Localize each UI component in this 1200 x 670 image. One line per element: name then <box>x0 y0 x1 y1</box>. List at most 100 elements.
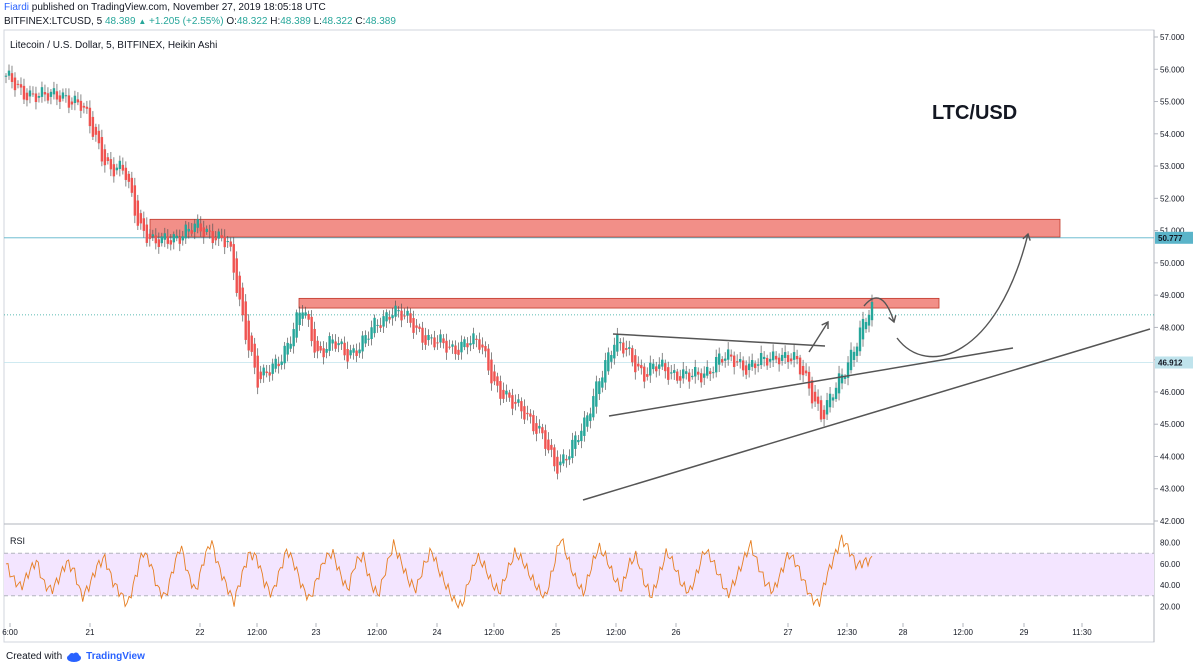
candle-up <box>661 359 664 367</box>
candle-down <box>139 213 143 224</box>
candle-down <box>523 406 526 420</box>
candle-down <box>322 348 325 358</box>
candle-down <box>786 355 790 362</box>
candle-down <box>58 95 62 102</box>
time-tick-label: 25 <box>552 628 561 637</box>
price-tick-label: 43.000 <box>1160 485 1185 494</box>
candle-down <box>819 400 823 420</box>
candle-up <box>193 223 196 232</box>
resistance-zone <box>149 218 1061 238</box>
price-tick-label: 45.000 <box>1160 420 1185 429</box>
candle-down <box>445 340 448 353</box>
candle-down <box>637 363 640 367</box>
author-name[interactable]: Fiardi <box>4 2 30 13</box>
candle-down <box>541 427 544 434</box>
close-label: C: <box>355 16 366 27</box>
candle-up <box>373 317 376 334</box>
candle-up <box>304 312 307 316</box>
candle-down <box>625 348 628 350</box>
candle-down <box>94 126 98 135</box>
price-change: +1.205 (+2.55%) <box>149 16 224 27</box>
time-tick-label: 24 <box>433 628 442 637</box>
candle-up <box>792 352 796 360</box>
candle-up <box>439 334 442 343</box>
rsi-tick-label: 60.00 <box>1160 560 1181 569</box>
candle-up <box>849 349 853 371</box>
candle-down <box>121 164 125 171</box>
chart-title: Litecoin / U.S. Dollar, 5, BITFINEX, Hei… <box>10 40 217 51</box>
price-tick-label: 51.000 <box>1160 227 1185 236</box>
price-tick-label: 44.000 <box>1160 452 1185 461</box>
arrow-head <box>1022 232 1031 241</box>
candle-up <box>196 219 199 228</box>
candle-down <box>124 167 128 180</box>
candle-up <box>280 361 283 365</box>
candle-down <box>220 235 223 239</box>
candle-down <box>145 224 149 243</box>
candle-down <box>529 413 532 417</box>
time-tick-label: 12:00 <box>247 628 268 637</box>
candle-up <box>349 350 352 356</box>
candle-up <box>613 344 616 359</box>
candle-up <box>714 357 718 373</box>
candle-up <box>607 352 610 372</box>
candle-down <box>169 240 173 245</box>
candle-up <box>571 439 574 458</box>
candle-up <box>73 95 77 104</box>
candle-down <box>88 107 92 127</box>
price-tick-label: 52.000 <box>1160 194 1185 203</box>
candle-down <box>813 391 817 402</box>
rsi-series-line <box>5 534 873 610</box>
candle-up <box>780 354 784 361</box>
price-tick-label: 42.000 <box>1160 517 1185 526</box>
candle-down <box>76 99 80 103</box>
candle-up <box>670 372 673 374</box>
candle-up <box>205 228 208 233</box>
candle-up <box>855 346 859 356</box>
candle-down <box>676 371 679 381</box>
candle-up <box>271 363 274 374</box>
tradingview-logo[interactable]: TradingView <box>86 651 145 662</box>
candle-down <box>247 320 250 351</box>
candle-up <box>562 454 565 464</box>
candle-down <box>241 287 244 316</box>
arrow-line <box>808 321 829 353</box>
trend-line <box>612 333 826 347</box>
candle-up <box>472 333 475 345</box>
candle-up <box>673 370 676 373</box>
candle-down <box>508 392 511 398</box>
price-level-label: 46.912 <box>1158 359 1183 368</box>
candle-down <box>127 173 131 182</box>
candle-up <box>604 360 607 383</box>
time-tick-label: 12:00 <box>606 628 627 637</box>
candle-down <box>622 342 625 354</box>
candle-up <box>750 360 754 367</box>
candle-down <box>822 409 826 420</box>
candle-up <box>867 314 871 326</box>
candle-up <box>568 456 571 460</box>
candle-up <box>583 417 586 436</box>
candle-down <box>646 374 649 377</box>
candle-down <box>520 401 523 412</box>
time-tick-label: 26 <box>672 628 681 637</box>
candle-up <box>40 87 44 97</box>
candle-down <box>316 340 319 352</box>
candle-up <box>370 327 373 339</box>
trend-line <box>582 328 1151 501</box>
high-value: 48.389 <box>280 16 311 27</box>
candle-up <box>517 399 520 403</box>
candle-down <box>157 239 161 247</box>
time-tick-label: 12:30 <box>837 628 858 637</box>
candle-up <box>295 312 298 338</box>
candle-down <box>178 236 181 244</box>
candle-up <box>262 367 265 376</box>
candle-down <box>643 366 646 382</box>
price-level-label: 50.777 <box>1158 234 1183 243</box>
last-price: 48.389 <box>104 16 136 27</box>
candle-down <box>798 357 802 375</box>
candle-down <box>103 149 107 166</box>
candle-up <box>361 335 364 352</box>
candle-down <box>553 447 556 467</box>
candle-down <box>765 357 769 366</box>
